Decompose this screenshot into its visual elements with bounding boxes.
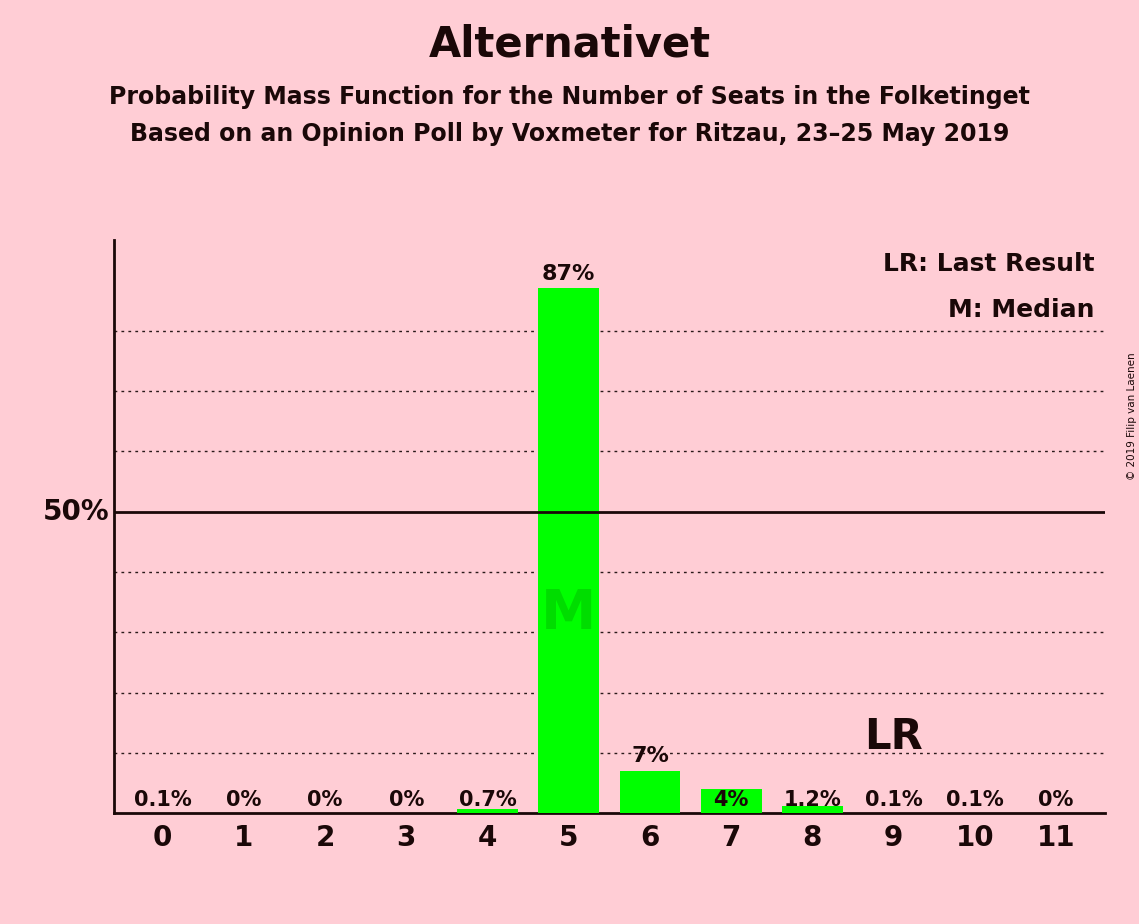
Bar	[700, 789, 762, 813]
Text: 0.1%: 0.1%	[865, 790, 923, 810]
Bar	[620, 771, 680, 813]
Text: 0%: 0%	[227, 790, 262, 810]
Text: 0.1%: 0.1%	[133, 790, 191, 810]
Text: 1.2%: 1.2%	[784, 790, 842, 810]
Text: Probability Mass Function for the Number of Seats in the Folketinget: Probability Mass Function for the Number…	[109, 85, 1030, 109]
Text: 7%: 7%	[631, 746, 669, 766]
Text: 4%: 4%	[713, 790, 748, 810]
Text: © 2019 Filip van Laenen: © 2019 Filip van Laenen	[1126, 352, 1137, 480]
Text: 0%: 0%	[388, 790, 424, 810]
Text: M: Median: M: Median	[949, 298, 1095, 322]
Text: Based on an Opinion Poll by Voxmeter for Ritzau, 23–25 May 2019: Based on an Opinion Poll by Voxmeter for…	[130, 122, 1009, 146]
Text: 0.7%: 0.7%	[459, 790, 516, 810]
Text: 87%: 87%	[542, 263, 596, 284]
Text: 0%: 0%	[308, 790, 343, 810]
Bar	[782, 806, 843, 813]
Bar	[457, 808, 518, 813]
Text: 0.1%: 0.1%	[947, 790, 1003, 810]
Text: 50%: 50%	[43, 498, 109, 526]
Text: Alternativet: Alternativet	[428, 23, 711, 65]
Text: LR: Last Result: LR: Last Result	[884, 251, 1095, 275]
Text: 0%: 0%	[1039, 790, 1074, 810]
Text: M: M	[541, 587, 597, 640]
Bar	[539, 288, 599, 813]
Text: LR: LR	[865, 716, 923, 758]
